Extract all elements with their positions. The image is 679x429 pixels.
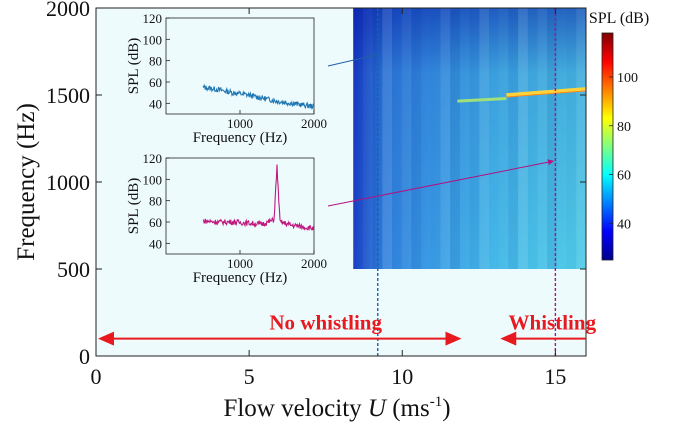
heatmap-band xyxy=(460,8,470,269)
x-tick-label: 15 xyxy=(544,364,566,389)
colorbar: SPL (dB) 40 60 80 100 xyxy=(589,10,649,261)
colorbar-tick-label: 100 xyxy=(617,71,638,86)
y-tick-label: 1500 xyxy=(46,83,90,108)
heatmap-shading xyxy=(353,8,586,269)
region-arrowhead-left xyxy=(500,331,517,346)
x-tick-label: 10 xyxy=(391,364,413,389)
inset-y-tick-label: 80 xyxy=(149,194,162,209)
heatmap-band xyxy=(411,8,422,269)
y-axis-label: Frequency (Hz) xyxy=(13,103,40,261)
inset-spectrum-line xyxy=(202,164,315,232)
spectrum-insets: 1000 2000 40 60 80 100 120 Frequency (Hz) SPL (d… xyxy=(126,11,327,286)
inset-y-tick-label: 60 xyxy=(149,75,162,90)
x-axis-label-unit-superscript: -1 xyxy=(430,394,443,410)
inset-frame xyxy=(165,17,315,115)
x-axis-ticks: 0 5 10 15 xyxy=(91,8,566,389)
inset-x-tick-label: 2000 xyxy=(301,116,327,131)
inset-y-tick-label: 40 xyxy=(149,96,162,111)
colorbar-tick-label: 40 xyxy=(617,217,631,232)
inset-spectrum-line xyxy=(202,83,315,110)
heatmap-band xyxy=(537,8,548,269)
inset-y-tick-label: 100 xyxy=(143,32,163,47)
heatmap-band xyxy=(401,8,412,269)
inset-y-tick-label: 80 xyxy=(149,54,162,69)
heatmap-band xyxy=(567,8,577,269)
colorbar-gradient xyxy=(601,32,614,261)
inset-y-tick-label: 120 xyxy=(143,11,163,26)
x-axis-label: Flow velocity U (ms-1) xyxy=(223,394,450,422)
heatmap-band xyxy=(576,8,586,269)
x-axis-label-symbol: U xyxy=(368,395,388,422)
inset-x-label: Frequency (Hz) xyxy=(193,270,288,286)
colorbar-title: SPL (dB) xyxy=(589,10,649,27)
heatmap-band xyxy=(499,8,509,269)
whistling-regions: No whistling Whistling xyxy=(98,311,597,346)
y-tick-label: 0 xyxy=(79,344,90,369)
heatmap-band xyxy=(392,8,402,269)
inset-y-label: SPL (dB) xyxy=(126,38,142,95)
inset-y-label: SPL (dB) xyxy=(126,178,142,235)
y-axis-ticks: 0 500 1000 1500 2000 xyxy=(46,0,586,369)
region-label: No whistling xyxy=(269,311,382,335)
inset-y-tick-label: 120 xyxy=(143,151,163,166)
inset-connectors xyxy=(327,53,554,207)
inset-x-label: Frequency (Hz) xyxy=(193,130,288,146)
colorbar-tick-label: 80 xyxy=(617,120,631,135)
inset-connector-arrow xyxy=(327,159,554,207)
region-arrowhead-left xyxy=(98,331,114,346)
heatmap-band xyxy=(547,8,557,269)
heatmap-band xyxy=(508,8,519,269)
x-axis-label-unit-close: ) xyxy=(442,395,450,422)
spectrum-inset: 1000 2000 40 60 80 100 120 Frequency (Hz) SPL (d… xyxy=(126,151,327,286)
inset-x-tick-label: 2000 xyxy=(301,256,327,271)
x-axis-label-unit: (ms xyxy=(392,395,430,422)
inset-y-tick-label: 40 xyxy=(149,236,162,251)
colorbar-tick-label: 60 xyxy=(617,169,631,184)
y-tick-label: 1000 xyxy=(46,170,90,195)
x-tick-label: 5 xyxy=(244,364,255,389)
heatmap-band xyxy=(479,8,490,269)
y-tick-label: 500 xyxy=(57,257,90,282)
inset-x-tick-label: 1000 xyxy=(227,116,253,131)
whistle-tone-precursor xyxy=(457,96,507,103)
inset-connector-arrow xyxy=(327,53,377,67)
inset-x-tick-label: 1000 xyxy=(227,256,253,271)
spectrum-inset: 1000 2000 40 60 80 100 120 Frequency (Hz) SPL (d… xyxy=(126,11,327,146)
heatmap-band xyxy=(431,8,441,269)
inset-y-tick-label: 100 xyxy=(143,172,163,187)
region-arrowhead-right xyxy=(445,331,462,346)
spectrogram-heatmap xyxy=(353,8,587,269)
y-tick-label: 2000 xyxy=(46,0,90,21)
heatmap-band xyxy=(528,8,538,269)
inset-y-tick-label: 60 xyxy=(149,215,162,230)
region-label: Whistling xyxy=(509,311,597,335)
heatmap-band xyxy=(440,8,451,269)
inset-frame xyxy=(165,157,315,255)
heatmap-band xyxy=(382,8,393,269)
whistle-tone-core xyxy=(506,90,587,98)
x-tick-label: 0 xyxy=(91,364,102,389)
heatmap-band xyxy=(363,8,373,269)
velocity-markers xyxy=(377,8,557,356)
x-axis-label-text: Flow velocity xyxy=(223,395,362,422)
whistle-tone-ridge xyxy=(506,87,587,97)
heatmap-band xyxy=(469,8,480,269)
heatmap-band xyxy=(450,8,460,269)
heatmap-band xyxy=(518,8,528,269)
